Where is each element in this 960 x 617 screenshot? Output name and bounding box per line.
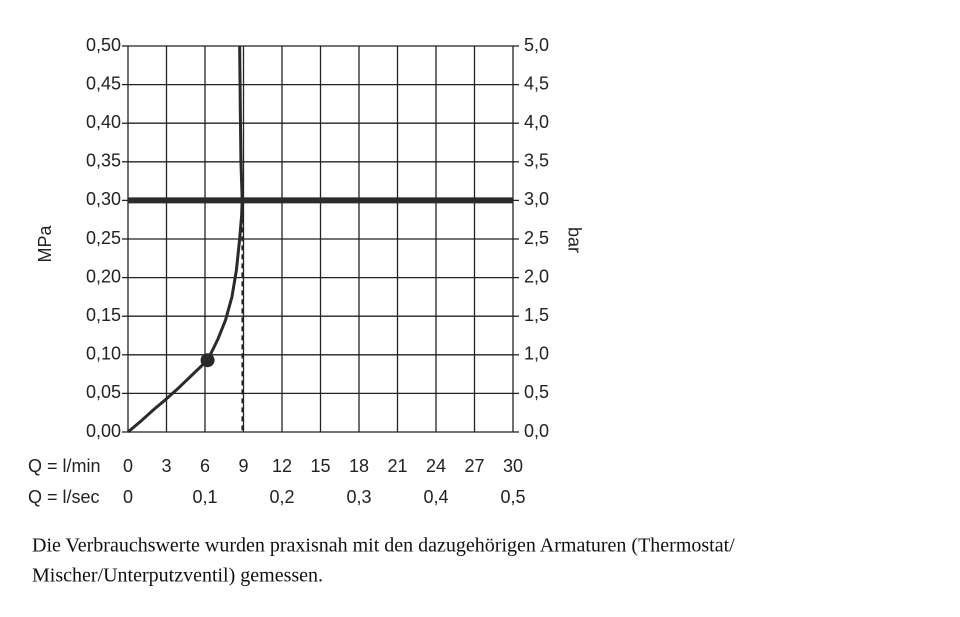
x-tick-label: 27 (464, 456, 484, 476)
y2-tick-label: 0,5 (524, 382, 549, 402)
y2-tick-label: 3,0 (524, 189, 549, 209)
operating-point (200, 353, 215, 368)
x-tick-label: 6 (200, 456, 210, 476)
caption-line: Die Verbrauchswerte wurden praxisnah mit… (32, 535, 735, 557)
y2-tick-label: 4,5 (524, 73, 549, 93)
x-tick-label: 3 (161, 456, 171, 476)
x2-tick-label: 0,5 (500, 487, 525, 507)
x2-tick-label: 0,2 (269, 487, 294, 507)
x2-tick-label: 0,4 (423, 487, 448, 507)
y-tick-label: 0,15 (86, 305, 121, 325)
y2-tick-label: 2,5 (524, 228, 549, 248)
x-tick-label: 18 (349, 456, 369, 476)
y-tick-label: 0,25 (86, 228, 121, 248)
y-tick-label: 0,30 (86, 189, 121, 209)
x-tick-label: 15 (310, 456, 330, 476)
x-tick-label: 0 (123, 456, 133, 476)
x2-tick-label: 0,1 (192, 487, 217, 507)
y-tick-label: 0,45 (86, 73, 121, 93)
y-tick-label: 0,10 (86, 344, 121, 364)
x-tick-label: 12 (272, 456, 292, 476)
y2-tick-label: 1,0 (524, 344, 549, 364)
x-tick-label: 21 (387, 456, 407, 476)
x-tick-label: 24 (426, 456, 446, 476)
y2-tick-label: 4,0 (524, 112, 549, 132)
y-tick-label: 0,00 (86, 421, 121, 441)
x-tick-label: 30 (503, 456, 523, 476)
y-tick-label: 0,50 (86, 35, 121, 55)
flow-curve (127, 45, 244, 434)
y-tick-label: 0,05 (86, 382, 121, 402)
x2-axis-label: Q = l/sec (28, 487, 100, 507)
y-axis-label: MPa (35, 225, 55, 263)
y-tick-label: 0,40 (86, 112, 121, 132)
y2-axis-label: bar (564, 227, 584, 253)
y2-tick-label: 3,5 (524, 151, 549, 171)
y2-tick-label: 1,5 (524, 305, 549, 325)
x2-tick-label: 0 (123, 487, 133, 507)
y2-tick-label: 0,0 (524, 421, 549, 441)
y2-tick-label: 5,0 (524, 35, 549, 55)
x-axis-label: Q = l/min (28, 456, 101, 476)
x2-tick-label: 0,3 (346, 487, 371, 507)
y-tick-label: 0,35 (86, 151, 121, 171)
y-tick-label: 0,20 (86, 266, 121, 286)
caption-line: Mischer/Unterputzventil) gemessen. (32, 565, 323, 587)
x-tick-label: 9 (238, 456, 248, 476)
y2-tick-label: 2,0 (524, 266, 549, 286)
